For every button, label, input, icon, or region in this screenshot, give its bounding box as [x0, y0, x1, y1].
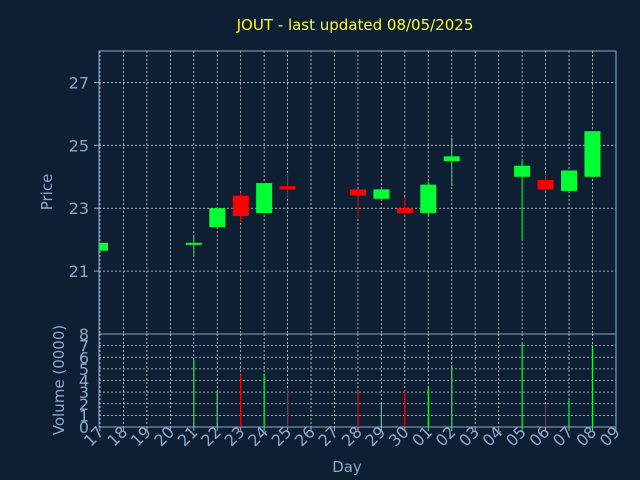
- candle-body: [443, 156, 460, 162]
- candle-body: [561, 170, 577, 191]
- price-tick-label: 21: [69, 262, 89, 281]
- x-axis-label: Day: [332, 458, 362, 476]
- x-axis: 1718192021222324252627282930010203040506…: [80, 422, 624, 450]
- price-tick-label: 25: [69, 136, 89, 155]
- candle-body: [396, 208, 413, 213]
- price-tick-label: 27: [69, 73, 89, 92]
- candle-body: [373, 189, 390, 199]
- candle-body: [279, 186, 296, 190]
- candle-body: [514, 165, 531, 177]
- volume-tick-label: 4: [79, 372, 89, 391]
- candle-body: [209, 208, 226, 228]
- candle-body: [537, 179, 554, 190]
- price-tick-label: 23: [69, 199, 89, 218]
- candle-body: [420, 184, 437, 213]
- chart-title: JOUT - last updated 08/05/2025: [236, 16, 474, 34]
- volume-axis-label: Volume (0000): [50, 325, 68, 435]
- candle-body: [584, 131, 601, 177]
- candle-body: [100, 242, 108, 251]
- volume-tick-label: 0: [79, 418, 89, 437]
- volume-tick-label: 8: [79, 325, 89, 344]
- candle-body: [185, 242, 202, 245]
- candle-body: [349, 189, 366, 196]
- candle-body: [256, 183, 273, 213]
- volume-tick-label: 5: [79, 360, 89, 379]
- volume-tick-label: 3: [79, 383, 89, 402]
- price-axis-label: Price: [38, 174, 56, 211]
- price-panel: 21 23 25 27: [69, 50, 617, 335]
- volume-tick-label: 6: [79, 348, 89, 367]
- volume-tick-label: 2: [79, 395, 89, 414]
- candle-body: [232, 195, 249, 217]
- volume-tick-label: 7: [79, 337, 89, 356]
- volume-tick-label: 1: [79, 406, 89, 425]
